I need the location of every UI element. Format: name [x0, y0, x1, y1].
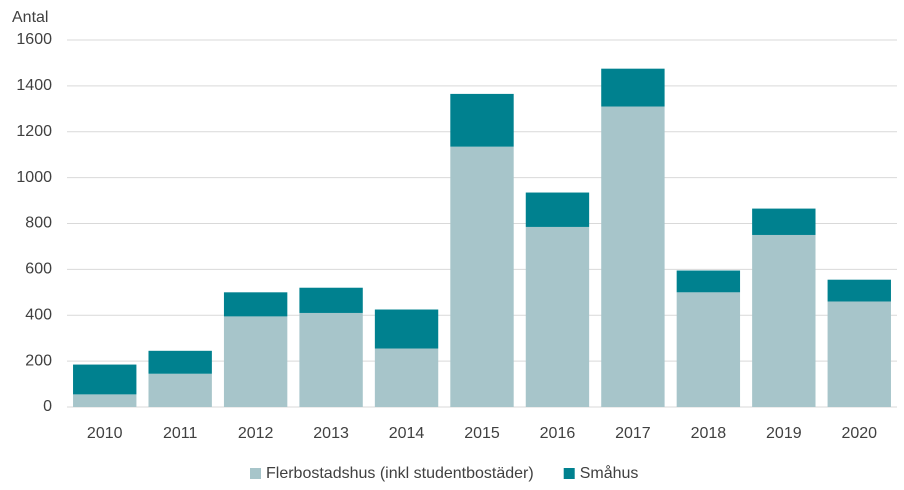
- legend-swatch: [250, 468, 261, 479]
- bar-segment: [73, 364, 137, 395]
- y-tick-label: 1600: [16, 31, 52, 48]
- x-tick-label: 2011: [163, 425, 198, 442]
- y-tick-label: 1200: [16, 123, 52, 140]
- bar-segment: [676, 270, 741, 293]
- x-tick-label: 2013: [313, 425, 349, 442]
- y-tick-label: 800: [25, 215, 52, 232]
- bar-segment: [601, 68, 665, 107]
- bar-segment: [752, 208, 816, 235]
- x-tick-label: 2019: [766, 425, 802, 442]
- bar-segment: [223, 316, 288, 407]
- bar-segment: [827, 279, 891, 302]
- bar-segment: [827, 301, 891, 407]
- x-tick-label: 2020: [841, 425, 877, 442]
- bar-segment: [752, 234, 816, 407]
- bar-segment: [223, 292, 288, 317]
- bar-segment: [450, 93, 514, 147]
- y-tick-label: 200: [25, 352, 52, 369]
- x-tick-label: 2016: [540, 425, 576, 442]
- bar-segment: [299, 312, 363, 407]
- bar-segment: [148, 350, 212, 374]
- y-tick-label: 1400: [16, 77, 52, 94]
- y-tick-label: 0: [43, 398, 52, 415]
- x-tick-label: 2010: [87, 425, 123, 442]
- y-tick-label: 400: [25, 306, 52, 323]
- x-tick-label: 2015: [464, 425, 500, 442]
- bar-segment: [148, 373, 212, 407]
- bar-segment: [374, 309, 439, 349]
- bar-segment: [299, 287, 363, 313]
- x-tick-label: 2012: [238, 425, 274, 442]
- bar-segment: [525, 226, 590, 407]
- bar-segment: [601, 106, 665, 408]
- y-axis-label: Antal: [12, 9, 48, 26]
- x-tick-label: 2017: [615, 425, 651, 442]
- y-tick-label: 1000: [16, 169, 52, 186]
- bar-segment: [450, 146, 514, 408]
- bar-segment: [374, 348, 439, 407]
- legend-swatch: [563, 468, 575, 479]
- bar-segment: [73, 394, 137, 407]
- bar-segment: [676, 292, 741, 407]
- x-tick-label: 2014: [389, 425, 425, 442]
- legend-label: Småhus: [580, 464, 639, 482]
- y-tick-label: 600: [25, 261, 52, 278]
- x-tick-label: 2018: [691, 425, 727, 442]
- bar-segment: [525, 192, 590, 227]
- legend-label: Flerbostadshus (inkl studentbostäder): [266, 465, 534, 482]
